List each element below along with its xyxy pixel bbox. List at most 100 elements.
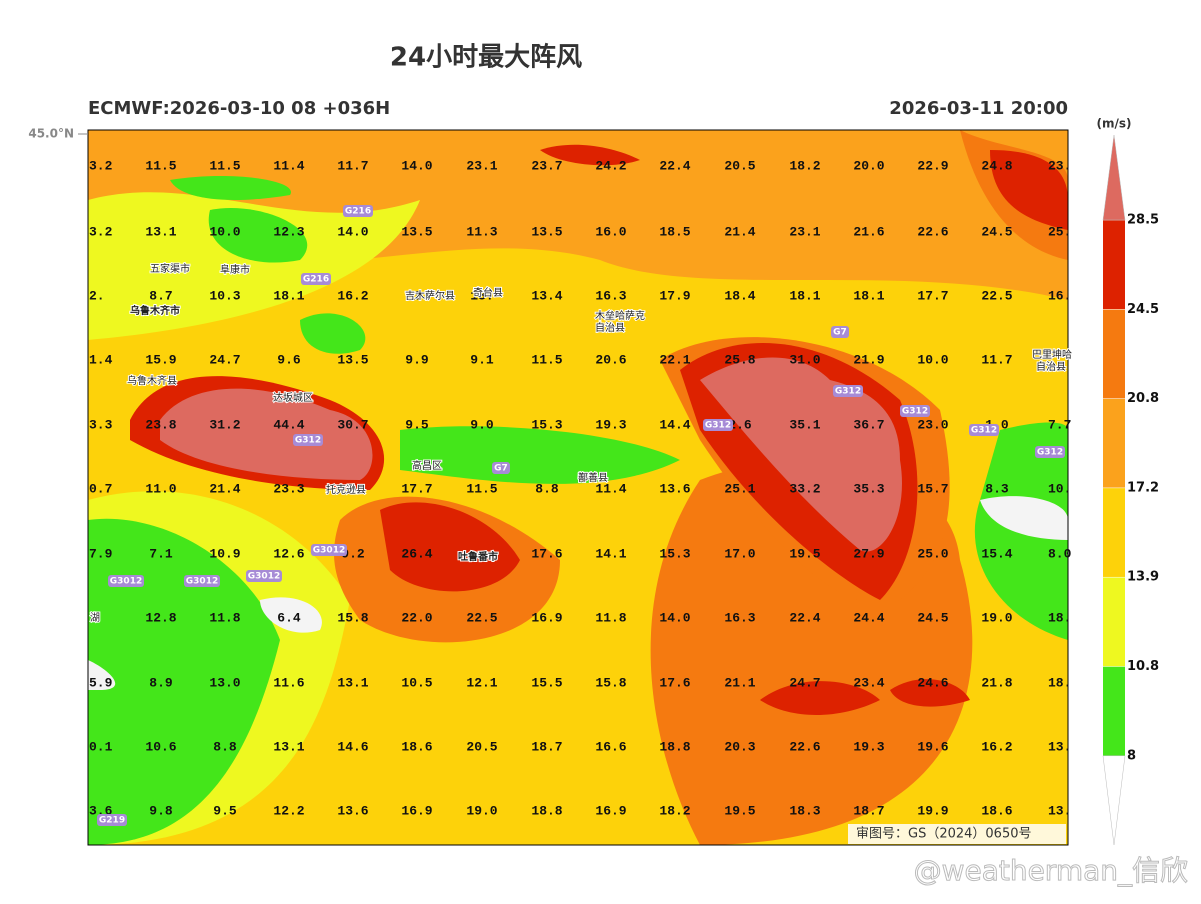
grid-value: 12.1 [466, 675, 497, 690]
approval: 审图号：GS（2024）0650号 [856, 827, 1032, 842]
grid-value: 20.6 [595, 352, 626, 367]
grid-value: 13.4 [531, 288, 562, 303]
grid-value: 11.5 [531, 352, 562, 367]
grid-value: 11.8 [595, 610, 626, 625]
grid-value: 14.1 [595, 546, 626, 561]
grid-value: 20.5 [466, 739, 497, 754]
grid-value: 5.9 [89, 675, 113, 690]
grid-value: 12.8 [145, 610, 176, 625]
place-label: 巴里坤哈 [1032, 348, 1072, 361]
grid-value: 23.0 [917, 417, 948, 432]
road-shield [969, 424, 999, 436]
grid-value: 31.2 [209, 417, 240, 432]
road-label: G312 [295, 436, 321, 446]
place-label: 五家渠市 [150, 262, 190, 275]
road-shield [703, 419, 733, 431]
grid-value: 10.9 [209, 546, 240, 561]
grid-value: 24.7 [209, 352, 240, 367]
legend-level: 20.8 [1127, 391, 1159, 406]
grid-value: 19.6 [917, 739, 948, 754]
grid-value: 13.5 [531, 224, 562, 239]
place-label: 吉木萨尔县 [405, 289, 455, 302]
grid-value: 11.0 [145, 481, 176, 496]
grid-value: 11.3 [466, 224, 497, 239]
legend-level: 13.9 [1127, 570, 1159, 585]
grid-value: 9.1 [470, 352, 494, 367]
grid-value: 11.4 [273, 158, 304, 173]
grid-value: 6.4 [277, 610, 301, 625]
grid-value: 13.1 [145, 224, 176, 239]
init-time: ECMWF:2026-03-10 08 +036H [88, 98, 390, 119]
grid-value: 8.9 [149, 675, 173, 690]
grid-value: 0.1 [89, 739, 113, 754]
legend-swatch [1103, 666, 1125, 756]
grid-value: 16.3 [595, 288, 626, 303]
grid-value: 18.8 [531, 803, 562, 818]
grid-value: 13. [470, 288, 493, 303]
grid-value: 21.4 [724, 224, 755, 239]
grid-value: 35.1 [789, 417, 820, 432]
grid-value: 18.7 [853, 803, 884, 818]
grid-value: 15.5 [531, 675, 562, 690]
grid-value: 15.3 [531, 417, 562, 432]
grid-value: 25.1 [724, 481, 755, 496]
grid-value: 10.5 [401, 675, 432, 690]
grid-value: 18.2 [789, 158, 820, 173]
grid-value: 3.3 [89, 417, 113, 432]
road-label: G3012 [313, 546, 345, 556]
grid-value: 19.9 [917, 803, 948, 818]
grid-value: 19.5 [724, 803, 755, 818]
road-label: G3012 [248, 572, 280, 582]
road-shield [184, 575, 220, 587]
place-label: 吐鲁番市 [458, 550, 498, 563]
grid-value: 23.3 [273, 481, 304, 496]
legend-swatch [1103, 577, 1125, 667]
grid-value: 14.0 [401, 158, 432, 173]
grid-value: 36.7 [853, 417, 884, 432]
road-label: G216 [345, 207, 371, 217]
grid-value: 18.7 [531, 739, 562, 754]
road-shield [97, 814, 127, 826]
grid-value: 12.6 [273, 546, 304, 561]
place-label: 高昌区 [412, 459, 442, 472]
grid-value: 22.4 [659, 158, 690, 173]
grid-value: 16.2 [337, 288, 368, 303]
grid-value: 24.8 [981, 158, 1012, 173]
grid-value: 16.9 [401, 803, 432, 818]
grid-value: 24.5 [917, 610, 948, 625]
grid-value: 21.4 [209, 481, 240, 496]
legend-swatch [1103, 398, 1125, 488]
grid-value: 17.9 [659, 288, 690, 303]
grid-value: 3.2 [89, 224, 113, 239]
legend-swatch [1103, 309, 1125, 399]
grid-value: 24.6 [917, 675, 948, 690]
grid-value: 31.0 [789, 352, 820, 367]
place-label: 乌鲁木齐县 [127, 374, 177, 387]
place-label: 鄯善县 [578, 471, 608, 484]
road-shield [831, 326, 849, 338]
valid-time: 2026-03-11 20:00 [889, 98, 1068, 119]
grid-value: 15.3 [659, 546, 690, 561]
grid-value: 15.9 [145, 352, 176, 367]
map-frame [87, 129, 1069, 846]
grid-value: 18.1 [789, 288, 820, 303]
grid-value: 15.7 [917, 481, 948, 496]
legend-level: 17.2 [1127, 480, 1159, 495]
road-label: G312 [971, 426, 997, 436]
place-label: 奇台县 [473, 286, 503, 299]
grid-value: 7.9 [89, 546, 113, 561]
grid-value: 13.0 [209, 675, 240, 690]
grid-value: 21.8 [981, 675, 1012, 690]
road-label: G219 [99, 816, 125, 826]
grid-value: 9.8 [149, 803, 173, 818]
grid-value: 21.9 [853, 352, 884, 367]
road-shield [301, 273, 331, 285]
grid-value: 13.1 [273, 739, 304, 754]
grid-value: 8.8 [535, 481, 559, 496]
grid-value: 9.6 [277, 352, 301, 367]
legend-level: 8 [1127, 748, 1136, 763]
grid-value: 20.3 [724, 739, 755, 754]
grid-value: 11.7 [337, 158, 368, 173]
grid-value: 23.1 [789, 224, 820, 239]
